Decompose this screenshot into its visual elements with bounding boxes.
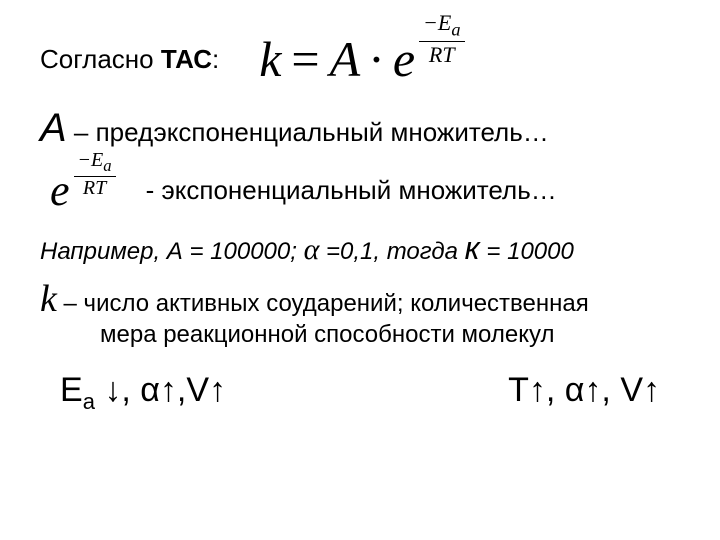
frac-num: −Ea: [419, 10, 464, 41]
exp-factor-text: - экспоненциальный множитель…: [146, 175, 557, 206]
A-def-text: – предэкспоненциальный множитель…: [67, 117, 549, 147]
Ea-E: Е: [60, 371, 83, 409]
eq-exponent-fraction-small: −Ea RT: [74, 149, 116, 200]
eq-e-small: e: [50, 165, 70, 216]
alpha-symbol: α: [304, 233, 320, 266]
frac-den-small: RT: [79, 177, 110, 200]
example-prefix: Например, А = 100000;: [40, 238, 304, 265]
line-relations: Еa ↓, α↑,V↑ Т↑, α↑, V↑: [40, 371, 680, 415]
exp-expression: e −Ea RT: [50, 165, 116, 216]
line-k-definition: k – число активных соударений; количеств…: [40, 277, 680, 349]
relation-right: Т↑, α↑, V↑: [508, 371, 660, 415]
tac-prefix: Согласно: [40, 44, 161, 74]
eq-k: k: [259, 30, 281, 88]
frac-den: RT: [425, 42, 459, 68]
k-def-text1: – число активных соударений; количествен…: [57, 290, 589, 317]
k-def-text2: мера реакционной способности молекул: [100, 321, 554, 349]
relation-left: Еa ↓, α↑,V↑: [60, 371, 226, 415]
eq-exponent-fraction: −Ea RT: [419, 10, 464, 67]
k-symbol: k: [40, 278, 57, 320]
example-mid: =0,1, тогда: [319, 238, 464, 265]
eq-dot: ·: [368, 30, 385, 88]
k-cyrillic: к: [465, 230, 480, 266]
line-example: Например, А = 100000; α =0,1, тогда к = …: [40, 230, 680, 267]
eq-e: e: [393, 30, 415, 88]
eq-equals: =: [291, 30, 319, 88]
tac-bold: ТАС: [161, 44, 212, 74]
tac-text: Согласно ТАС:: [40, 44, 219, 75]
line-tac: Согласно ТАС: k = A · e −Ea RT: [40, 30, 680, 88]
Ea-a: a: [83, 389, 95, 414]
example-suffix: = 10000: [480, 238, 574, 265]
line-A-definition: А – предэкспоненциальный множитель…: [40, 106, 680, 151]
arrhenius-equation: k = A · e −Ea RT: [259, 30, 464, 88]
frac-num-small: −Ea: [74, 149, 116, 177]
A-symbol: А: [40, 106, 67, 150]
line-exp-factor: e −Ea RT - экспоненциальный множитель…: [50, 165, 680, 216]
tac-colon: :: [212, 44, 219, 74]
eq-A: A: [330, 30, 361, 88]
relation-left-rest: ↓, α↑,V↑: [95, 371, 226, 409]
